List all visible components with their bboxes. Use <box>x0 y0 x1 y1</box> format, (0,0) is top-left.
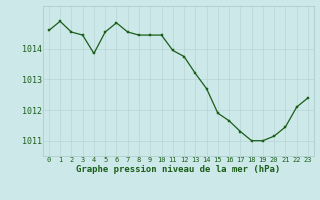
X-axis label: Graphe pression niveau de la mer (hPa): Graphe pression niveau de la mer (hPa) <box>76 165 281 174</box>
